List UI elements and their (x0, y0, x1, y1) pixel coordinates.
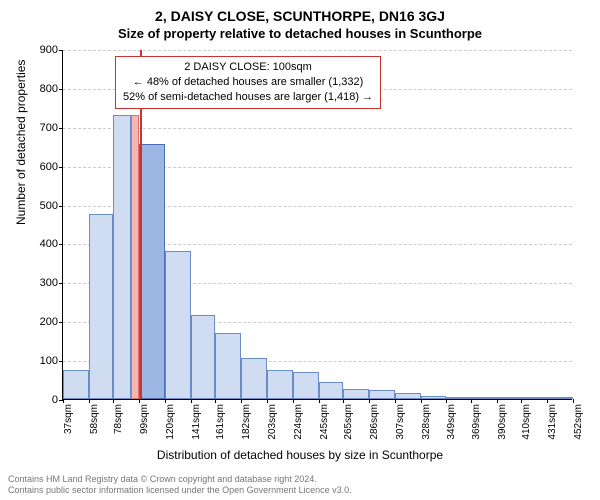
histogram-bar (319, 382, 344, 400)
xtick-mark (471, 399, 472, 403)
xtick-label: 203sqm (267, 404, 278, 454)
xtick-mark (191, 399, 192, 403)
gridline (63, 128, 572, 129)
ytick-label: 800 (18, 83, 58, 95)
footer-line-2: Contains public sector information licen… (8, 485, 352, 496)
xtick-mark (343, 399, 344, 403)
xtick-mark (63, 399, 64, 403)
plot-area: 010020030040050060070080090037sqm58sqm78… (62, 50, 572, 400)
xtick-mark (369, 399, 370, 403)
xtick-mark (421, 399, 422, 403)
histogram-bar (139, 144, 165, 399)
histogram-bar (369, 390, 395, 399)
xtick-mark (547, 399, 548, 403)
chart-title-main: 2, DAISY CLOSE, SCUNTHORPE, DN16 3GJ (0, 0, 600, 24)
histogram-bar (267, 370, 293, 399)
ytick-mark (59, 128, 63, 129)
histogram-bar (497, 397, 522, 399)
ytick-mark (59, 167, 63, 168)
xtick-mark (319, 399, 320, 403)
x-axis-label: Distribution of detached houses by size … (0, 448, 600, 462)
annotation-box: 2 DAISY CLOSE: 100sqm← 48% of detached h… (115, 56, 381, 109)
annotation-line: ← 48% of detached houses are smaller (1,… (123, 75, 373, 90)
ytick-label: 600 (18, 161, 58, 173)
xtick-label: 99sqm (139, 404, 150, 454)
xtick-label: 349sqm (446, 404, 457, 454)
histogram-bar (113, 115, 130, 399)
ytick-label: 0 (18, 394, 58, 406)
ytick-mark (59, 50, 63, 51)
ytick-mark (59, 206, 63, 207)
xtick-mark (241, 399, 242, 403)
histogram-bar (343, 389, 369, 399)
xtick-mark (215, 399, 216, 403)
xtick-mark (293, 399, 294, 403)
histogram-bar (131, 115, 140, 399)
ytick-label: 700 (18, 122, 58, 134)
ytick-mark (59, 89, 63, 90)
xtick-label: 182sqm (241, 404, 252, 454)
annotation-line: 52% of semi-detached houses are larger (… (123, 90, 373, 105)
histogram-bar (215, 333, 241, 399)
histogram-bar (63, 370, 89, 399)
ytick-label: 900 (18, 44, 58, 56)
histogram-bar (191, 315, 216, 399)
histogram-bar (421, 396, 447, 399)
xtick-label: 245sqm (319, 404, 330, 454)
xtick-mark (267, 399, 268, 403)
chart-title-sub: Size of property relative to detached ho… (0, 24, 600, 45)
ytick-label: 300 (18, 277, 58, 289)
xtick-mark (395, 399, 396, 403)
ytick-label: 500 (18, 200, 58, 212)
histogram-bar (471, 397, 497, 399)
plot-holder: 010020030040050060070080090037sqm58sqm78… (62, 50, 572, 400)
xtick-mark (497, 399, 498, 403)
xtick-mark (573, 399, 574, 403)
xtick-label: 390sqm (497, 404, 508, 454)
gridline (63, 50, 572, 51)
histogram-bar (446, 397, 471, 399)
xtick-label: 58sqm (89, 404, 100, 454)
xtick-label: 369sqm (471, 404, 482, 454)
histogram-bar (241, 358, 267, 399)
histogram-bar (89, 214, 114, 399)
histogram-bar (521, 397, 547, 399)
ytick-mark (59, 283, 63, 284)
histogram-bar (293, 372, 319, 399)
chart-container: 2, DAISY CLOSE, SCUNTHORPE, DN16 3GJ Siz… (0, 0, 600, 500)
ytick-label: 200 (18, 316, 58, 328)
ytick-mark (59, 322, 63, 323)
xtick-label: 410sqm (521, 404, 532, 454)
histogram-bar (547, 397, 573, 399)
xtick-label: 452sqm (573, 404, 584, 454)
footer-attribution: Contains HM Land Registry data © Crown c… (8, 474, 352, 496)
xtick-label: 78sqm (113, 404, 124, 454)
xtick-mark (165, 399, 166, 403)
histogram-bar (395, 393, 421, 399)
annotation-line: 2 DAISY CLOSE: 100sqm (123, 60, 373, 75)
footer-line-1: Contains HM Land Registry data © Crown c… (8, 474, 352, 485)
xtick-label: 286sqm (369, 404, 380, 454)
xtick-label: 120sqm (165, 404, 176, 454)
xtick-label: 328sqm (421, 404, 432, 454)
xtick-mark (113, 399, 114, 403)
ytick-mark (59, 244, 63, 245)
xtick-label: 431sqm (547, 404, 558, 454)
xtick-mark (446, 399, 447, 403)
ytick-mark (59, 361, 63, 362)
ytick-label: 100 (18, 355, 58, 367)
xtick-label: 224sqm (293, 404, 304, 454)
xtick-label: 37sqm (63, 404, 74, 454)
histogram-bar (165, 251, 191, 399)
xtick-mark (139, 399, 140, 403)
xtick-label: 161sqm (215, 404, 226, 454)
xtick-mark (521, 399, 522, 403)
xtick-label: 307sqm (395, 404, 406, 454)
xtick-label: 265sqm (343, 404, 354, 454)
ytick-label: 400 (18, 238, 58, 250)
xtick-label: 141sqm (191, 404, 202, 454)
xtick-mark (89, 399, 90, 403)
